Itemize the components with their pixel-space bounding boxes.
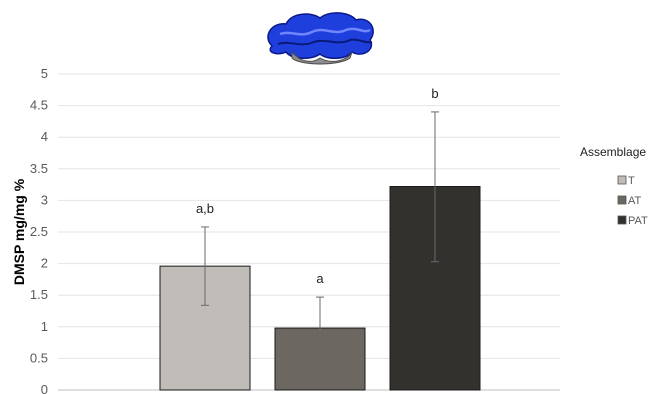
y-tick-label: 3: [41, 192, 48, 207]
clam-illustration: [267, 12, 374, 65]
legend-title: Assemblage: [580, 145, 646, 159]
y-tick-label: 5: [41, 66, 48, 81]
y-tick-label: 4: [41, 129, 48, 144]
y-axis-label: DMSP mg/mg %: [11, 178, 27, 285]
significance-label: a,b: [196, 201, 214, 216]
legend-label: AT: [628, 195, 642, 207]
legend-swatch: [617, 175, 627, 185]
legend-swatch: [617, 195, 627, 205]
bars: [159, 185, 481, 391]
legend: Assemblage T AT PAT: [580, 145, 648, 227]
y-tick-label: 1: [41, 319, 48, 334]
y-tick-label: 0: [41, 382, 48, 394]
y-tick-label: 2.5: [30, 224, 48, 239]
y-tick-label: 3.5: [30, 161, 48, 176]
gridlines: [58, 73, 560, 391]
y-tick-label: 4.5: [30, 98, 48, 113]
legend-label: T: [628, 175, 635, 187]
error-bars: [201, 111, 439, 360]
legend-label: PAT: [628, 215, 648, 227]
y-axis-ticks: 0 0.5 1 1.5 2 2.5 3 3.5 4 4.5 5: [30, 66, 48, 394]
significance-label: a: [316, 271, 324, 286]
significance-label: b: [431, 86, 438, 101]
y-tick-label: 1.5: [30, 287, 48, 302]
y-tick-label: 2: [41, 256, 48, 271]
y-tick-label: 0.5: [30, 350, 48, 365]
significance-labels: a,b a b: [196, 86, 439, 286]
legend-swatch: [617, 215, 627, 225]
